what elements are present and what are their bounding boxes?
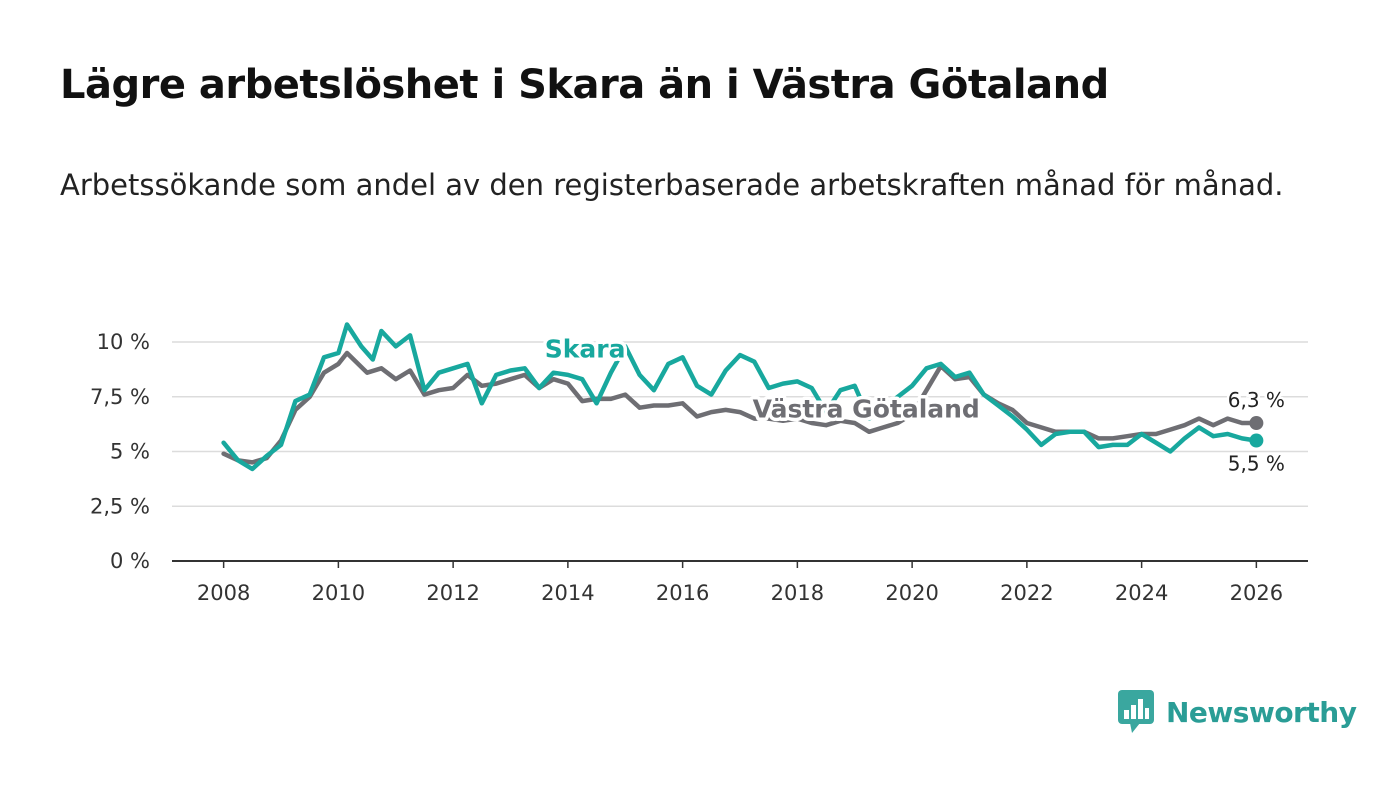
end-value-label-skara: 5,5 % xyxy=(1228,452,1285,476)
axis-layer: 0 % 2,5 % 5 % 7,5 % 10 % 2008 2010 2012 2014 2016… xyxy=(90,330,1308,605)
newsworthy-logo-text: Newsworthy xyxy=(1166,695,1357,729)
x-tick-label: 2018 xyxy=(771,581,824,605)
y-tick-label: 7,5 % xyxy=(90,385,150,409)
chart-subtitle: Arbetssökande som andel av den registerb… xyxy=(60,168,1284,202)
x-tick-label: 2010 xyxy=(312,581,365,605)
x-tick-label: 2020 xyxy=(885,581,938,605)
chart-title: Lägre arbetslöshet i Skara än i Västra G… xyxy=(60,62,1109,108)
series-label-skara: Skara xyxy=(545,334,626,363)
x-tick-label: 2016 xyxy=(656,581,709,605)
newsworthy-logo[interactable]: Newsworthy xyxy=(1118,690,1357,734)
x-tick-label: 2014 xyxy=(541,581,594,605)
y-tick-label: 2,5 % xyxy=(90,494,150,518)
newsworthy-logo-icon xyxy=(1118,690,1154,733)
series-end-marker-v-stra-g-taland xyxy=(1249,416,1264,431)
label-layer: Skara Västra Götaland 6,3 % 5,5 % xyxy=(541,331,1287,478)
x-tick-label: 2022 xyxy=(1000,581,1053,605)
y-tick-label: 5 % xyxy=(110,440,150,464)
y-tick-label: 10 % xyxy=(97,330,150,354)
y-tick-label: 0 % xyxy=(110,549,150,573)
x-tick-label: 2026 xyxy=(1230,581,1283,605)
series-label-vastra-gotaland: Västra Götaland xyxy=(753,395,980,424)
x-tick-label: 2012 xyxy=(426,581,479,605)
grid-layer xyxy=(172,341,1308,507)
x-tick-label: 2008 xyxy=(197,581,250,605)
end-value-label-vastra-gotaland: 6,3 % xyxy=(1228,388,1285,412)
series-line-skara xyxy=(221,322,1259,472)
series-end-marker-skara xyxy=(1249,433,1264,448)
x-tick-label: 2024 xyxy=(1115,581,1168,605)
series-layer xyxy=(221,322,1264,472)
